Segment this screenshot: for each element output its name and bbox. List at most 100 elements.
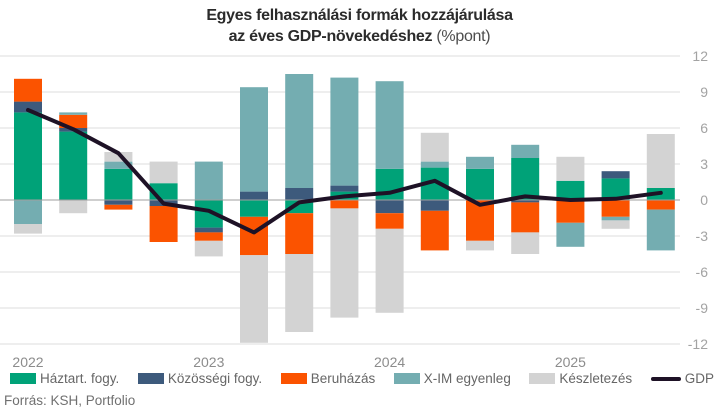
- bar-segment: [194, 227, 223, 233]
- bar-segment: [646, 200, 675, 210]
- y-tick-label: -6: [696, 264, 709, 280]
- bar-segment: [511, 158, 540, 200]
- bar-segment: [104, 200, 133, 205]
- bar-segment: [556, 200, 585, 223]
- bar-segment: [375, 200, 404, 214]
- legend-color-swatch: [137, 373, 164, 384]
- legend-item: GDP: [650, 371, 714, 386]
- title-unit-suffix: (%pont): [436, 28, 491, 45]
- y-tick-label: 6: [700, 120, 708, 136]
- legend-label: X-IM egyenleg: [423, 371, 511, 386]
- bar-segment: [330, 185, 359, 192]
- bar-segment: [104, 161, 133, 169]
- y-tick-label: -3: [696, 228, 709, 244]
- legend-color-swatch: [393, 373, 420, 384]
- legend-label: Beruházás: [310, 371, 376, 386]
- bar-segment: [466, 156, 494, 169]
- bar-segment: [511, 200, 540, 203]
- legend-item: Közösségi fogy.: [137, 371, 263, 386]
- bar-segment: [59, 131, 88, 200]
- bar-segment: [240, 87, 268, 192]
- bar-segment: [14, 200, 42, 224]
- bar-segment: [466, 240, 494, 251]
- x-axis-year-label: 2024: [374, 354, 405, 370]
- bar-segment: [601, 171, 630, 179]
- bar-segment: [240, 191, 268, 200]
- bar-segment: [194, 161, 223, 200]
- bar-segment: [194, 240, 223, 257]
- y-tick-label: 0: [700, 192, 708, 208]
- x-axis-year-label: 2022: [12, 354, 43, 370]
- legend-color-swatch: [280, 373, 307, 384]
- chart-title: Egyes felhasználási formák hozzájárulása…: [0, 5, 719, 47]
- bar-segment: [330, 77, 359, 186]
- legend-label: Háztart. fogy.: [40, 371, 120, 386]
- bar-segment: [375, 228, 404, 313]
- title-line-2: az éves GDP-növekedéshez (%pont): [0, 26, 719, 47]
- bar-segment: [375, 81, 404, 169]
- title-line-1: Egyes felhasználási formák hozzájárulása: [206, 7, 513, 24]
- bar-segment: [240, 255, 268, 343]
- bar-segment: [59, 112, 88, 115]
- y-tick-label: -12: [688, 336, 708, 352]
- bar-segment: [104, 204, 133, 210]
- legend-line-swatch: [650, 376, 681, 381]
- legend-label: Készletezés: [559, 371, 633, 386]
- legend-color-swatch: [10, 373, 36, 384]
- bar-segment: [285, 213, 314, 254]
- bar-segment: [149, 206, 178, 242]
- gdp-line: [26, 108, 663, 235]
- bar-segment: [149, 161, 178, 184]
- legend-item: X-IM egyenleg: [393, 371, 511, 386]
- x-axis-year-label: 2025: [555, 354, 586, 370]
- bar-segment: [511, 202, 540, 233]
- y-tick-label: -9: [696, 300, 709, 316]
- bar-segment: [104, 152, 133, 162]
- bar-segment: [14, 112, 42, 200]
- bar-segment: [556, 156, 585, 181]
- bar-segment: [285, 188, 314, 200]
- bar-segment: [420, 210, 449, 251]
- bar-segment: [511, 144, 540, 158]
- bar-segment: [375, 213, 404, 229]
- bar-segment: [14, 101, 42, 113]
- bar-segment: [285, 254, 314, 332]
- bar-segment: [511, 232, 540, 254]
- bar-segment: [330, 208, 359, 318]
- bar-segment: [285, 74, 314, 188]
- x-axis-year-label: 2023: [193, 354, 224, 370]
- bar-segment: [646, 134, 675, 188]
- bar-segment: [240, 216, 268, 256]
- legend-label: Közösségi fogy.: [167, 371, 263, 386]
- title-line-2-bold: az éves GDP-növekedéshez: [228, 28, 433, 45]
- bar-segment: [601, 220, 630, 229]
- legend-item: Háztart. fogy.: [10, 371, 119, 386]
- bar-segment: [646, 209, 675, 251]
- bar-segment: [420, 132, 449, 162]
- legend-color-swatch: [529, 373, 556, 384]
- bar-segment: [14, 224, 42, 234]
- bar-segment: [466, 168, 494, 200]
- source-note: Forrás: KSH, Portfolio: [4, 393, 136, 408]
- bar-segment: [601, 216, 630, 221]
- bar-segment: [601, 200, 630, 217]
- bar-segment: [59, 200, 88, 214]
- bar-segment: [14, 78, 42, 102]
- bar-segment: [420, 200, 449, 211]
- legend-label: GDP: [684, 371, 714, 386]
- bar-segment: [601, 178, 630, 200]
- bar-segment: [104, 168, 133, 200]
- bar-segment: [330, 200, 359, 209]
- bar-segment: [556, 222, 585, 247]
- legend-item: Beruházás: [280, 371, 376, 386]
- y-tick-label: 9: [700, 84, 708, 100]
- chart-legend: Háztart. fogy. Közösségi fogy. Beruházás X-…: [10, 369, 714, 388]
- legend-item: Készletezés: [529, 371, 632, 386]
- bar-segment: [194, 232, 223, 241]
- bar-segment: [420, 161, 449, 168]
- y-tick-label: 12: [692, 48, 708, 64]
- bar-segment: [556, 180, 585, 200]
- bar-segment: [240, 200, 268, 217]
